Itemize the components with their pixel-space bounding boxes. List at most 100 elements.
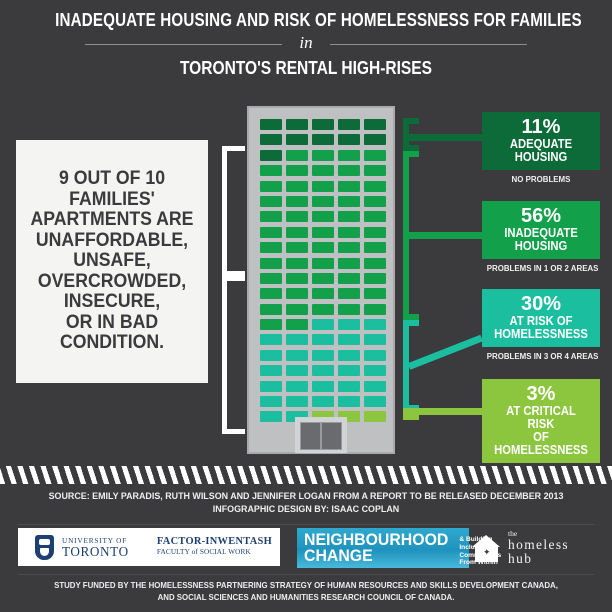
- building-window: [260, 165, 282, 177]
- building-window: [338, 365, 360, 377]
- building-window: [338, 165, 360, 177]
- connector-segment: [409, 232, 482, 239]
- building-window: [286, 334, 308, 346]
- house-roof-shape: [472, 534, 500, 547]
- house-body-shape: [475, 545, 498, 562]
- building-window: [364, 272, 386, 284]
- building-window: [286, 134, 308, 146]
- stat-caption: NO PROBLEMS: [511, 173, 571, 184]
- hub-line1: the: [508, 529, 518, 539]
- logo-neighbourhood-change[interactable]: NEIGHBOURHOOD CHANGE & Building Inclusiv…: [297, 528, 501, 568]
- statement-line-6: INSECURE,: [63, 291, 161, 313]
- building-window: [338, 380, 360, 392]
- building-window: [260, 319, 282, 331]
- credit-design: INFOGRAPHIC DESIGN BY: ISAAC COPLAN: [212, 502, 400, 514]
- building-window: [312, 411, 334, 423]
- factor-line2: FACULTY of SOCIAL WORK: [156, 547, 251, 556]
- building-illustration: [247, 106, 395, 454]
- uoft-line2: TORONTO: [62, 543, 129, 559]
- connector-segment: [409, 134, 482, 141]
- building-window: [260, 272, 282, 284]
- stat-percent: 3%: [526, 383, 556, 405]
- building-window: [260, 211, 282, 223]
- connector-segment: [403, 145, 419, 152]
- stat-label-line-1: OF HOMELESSNESS: [494, 429, 588, 457]
- factor-line1: FACTOR-INWENTASH: [156, 536, 272, 547]
- connector-segment: [403, 131, 409, 141]
- building-window: [260, 365, 282, 377]
- building-window: [338, 349, 360, 361]
- building-window: [312, 211, 334, 223]
- building-window: [260, 411, 282, 423]
- stat-box: 11% ADEQUATE HOUSING: [482, 112, 600, 170]
- building-window: [260, 134, 282, 146]
- connector-segment: [403, 320, 409, 411]
- building-window: [364, 149, 386, 161]
- statement-line-5: OVERCROWDED,: [37, 270, 187, 292]
- building-window: [312, 380, 334, 392]
- stat-caption: PROBLEMS IN 1 OR 2 AREAS: [486, 262, 599, 273]
- hub-line2: homeless hub: [508, 536, 570, 566]
- stripe-divider: [0, 466, 612, 484]
- building-window: [338, 149, 360, 161]
- stat-label: ADEQUATE HOUSING: [492, 138, 591, 164]
- building-window: [260, 119, 282, 130]
- building-window: [260, 149, 282, 161]
- building-window: [364, 288, 386, 300]
- connector-segment: [403, 314, 419, 321]
- stat-label: AT CRITICAL RISK OF HOMELESSNESS: [492, 405, 591, 457]
- building-window: [364, 319, 386, 331]
- credits-block: SOURCE: EMILY PARADIS, RUTH WILSON AND J…: [15, 490, 596, 515]
- logo-homeless-hub[interactable]: ✦ the homeless hub: [472, 530, 594, 566]
- building-window: [260, 334, 282, 346]
- building-window: [286, 365, 308, 377]
- door-leaf-right: [321, 422, 342, 450]
- building-window: [364, 365, 386, 377]
- stat-label-line-1: HOUSING: [514, 149, 568, 164]
- statement-line-7: OR IN BAD CONDITION.: [59, 311, 165, 354]
- building-window: [312, 319, 334, 331]
- title-rule-right: [330, 44, 527, 46]
- title-connector-row: in: [0, 33, 612, 55]
- building-window: [338, 242, 360, 254]
- title-connector: in: [299, 33, 313, 53]
- building-window: [364, 195, 386, 207]
- statement-box: 9 OUT OF 10 FAMILIES' APARTMENTS ARE UNAFFO…: [16, 140, 208, 383]
- building-window: [312, 242, 334, 254]
- building-window: [338, 195, 360, 207]
- building-window: [338, 119, 360, 130]
- building-window: [286, 411, 308, 423]
- logo-university-of-toronto[interactable]: UNIVERSITY OF TORONTO FACTOR-INWENTASH F…: [18, 528, 280, 566]
- building-window: [260, 257, 282, 269]
- connector-segment: [403, 414, 419, 420]
- connector-segment: [409, 408, 482, 415]
- building-window: [260, 303, 282, 315]
- building-window: [364, 242, 386, 254]
- building-window: [364, 226, 386, 238]
- building-window: [364, 411, 386, 423]
- house-icon: ✦: [472, 534, 501, 562]
- stat-card-adequate-housing: 11% ADEQUATE HOUSING NO PROBLEMS: [482, 112, 600, 184]
- building-window: [364, 119, 386, 130]
- building-window: [312, 365, 334, 377]
- building-window: [312, 195, 334, 207]
- building-window: [286, 380, 308, 392]
- building-window: [312, 226, 334, 238]
- building-window: [312, 349, 334, 361]
- building-window: [260, 242, 282, 254]
- stat-label: AT RISK OF HOMELESSNESS: [492, 315, 591, 341]
- building-window: [312, 396, 334, 408]
- building-window: [364, 349, 386, 361]
- connector-segment: [403, 151, 419, 158]
- building-window: [312, 288, 334, 300]
- logo-rule-bottom: [18, 574, 594, 575]
- building-window: [338, 411, 360, 423]
- factor-inwentash-wordmark: FACTOR-INWENTASH FACULTY of SOCIAL WORK: [156, 536, 272, 556]
- logo-bar: UNIVERSITY OF TORONTO FACTOR-INWENTASH F…: [0, 528, 612, 570]
- building-window: [364, 396, 386, 408]
- stat-card-inadequate-housing: 56% INADEQUATE HOUSING PROBLEMS IN 1 OR 2…: [482, 201, 600, 273]
- building-window: [286, 180, 308, 192]
- stat-card-at-risk: 30% AT RISK OF HOMELESSNESS PROBLEMS IN 3…: [482, 289, 600, 361]
- building-window: [312, 180, 334, 192]
